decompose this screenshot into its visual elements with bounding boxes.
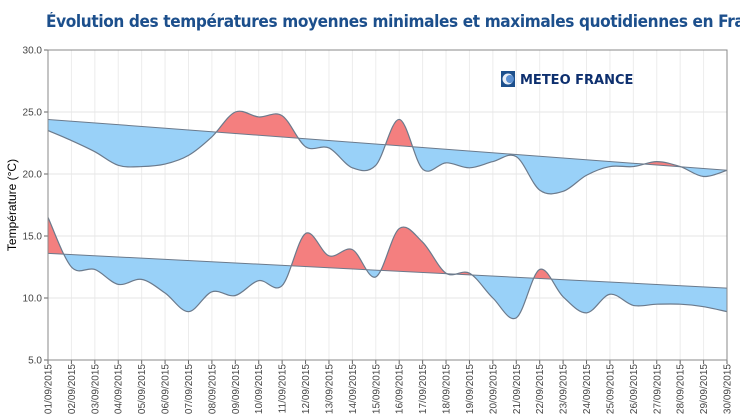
x-tick-label: 20/09/2015 bbox=[488, 364, 499, 414]
x-tick-label: 29/09/2015 bbox=[699, 364, 710, 414]
y-tick-label: 30.0 bbox=[23, 46, 43, 57]
x-tick-label: 18/09/2015 bbox=[442, 364, 453, 414]
y-tick-label: 25.0 bbox=[23, 108, 43, 119]
x-tick-label: 11/09/2015 bbox=[278, 364, 289, 414]
x-tick-label: 08/09/2015 bbox=[207, 364, 218, 414]
x-tick-label: 19/09/2015 bbox=[465, 364, 476, 414]
y-tick-label: 15.0 bbox=[23, 232, 43, 243]
x-tick-label: 02/09/2015 bbox=[67, 364, 78, 414]
area-above-normal bbox=[48, 217, 727, 289]
plot-border bbox=[47, 49, 728, 361]
y-axis-label: Température (°C) bbox=[5, 159, 19, 251]
x-tick-label: 22/09/2015 bbox=[535, 364, 546, 414]
x-tick-label: 10/09/2015 bbox=[254, 364, 265, 414]
x-tick-label: 03/09/2015 bbox=[90, 364, 101, 414]
x-tick-label: 09/09/2015 bbox=[231, 364, 242, 414]
y-tick-label: 5.0 bbox=[28, 356, 42, 367]
normal-line bbox=[47, 118, 728, 171]
x-tick-label: 30/09/2015 bbox=[723, 364, 734, 414]
x-tick-label: 27/09/2015 bbox=[652, 364, 663, 414]
x-tick-label: 23/09/2015 bbox=[559, 364, 570, 414]
x-tick-label: 12/09/2015 bbox=[301, 364, 312, 414]
x-tick-label: 21/09/2015 bbox=[512, 364, 523, 414]
svg-text:METEO FRANCE: METEO FRANCE bbox=[520, 73, 633, 88]
x-tick-label: 04/09/2015 bbox=[114, 364, 125, 414]
areas bbox=[47, 110, 728, 320]
area-below-normal bbox=[48, 119, 727, 194]
x-tick-label: 24/09/2015 bbox=[582, 364, 593, 414]
normal-line bbox=[47, 252, 728, 289]
x-tick-label: 16/09/2015 bbox=[395, 364, 406, 414]
y-tick-label: 10.0 bbox=[23, 294, 43, 305]
chart-title: Évolution des températures moyennes mini… bbox=[46, 12, 740, 31]
x-tick-label: 13/09/2015 bbox=[324, 364, 335, 414]
x-tick-label: 15/09/2015 bbox=[371, 364, 382, 414]
y-tick-label: 20.0 bbox=[23, 170, 43, 181]
x-tick-label: 06/09/2015 bbox=[161, 364, 172, 414]
meteo-france-logo: METEO FRANCE bbox=[501, 71, 633, 88]
x-tick-label: 01/09/2015 bbox=[44, 364, 55, 414]
series-line bbox=[47, 217, 728, 320]
x-tick-label: 26/09/2015 bbox=[629, 364, 640, 414]
x-tick-label: 25/09/2015 bbox=[605, 364, 616, 414]
x-tick-label: 07/09/2015 bbox=[184, 364, 195, 414]
x-tick-label: 05/09/2015 bbox=[137, 364, 148, 414]
series-line bbox=[47, 110, 728, 195]
axes: 5.0 10.0 15.0 20.0 25.0 30.0 01/09/2015 02/09/2… bbox=[23, 46, 734, 415]
x-tick-label: 28/09/2015 bbox=[676, 364, 687, 414]
x-tick-label: 14/09/2015 bbox=[348, 364, 359, 414]
x-tick-label: 17/09/2015 bbox=[418, 364, 429, 414]
grid bbox=[47, 49, 728, 361]
